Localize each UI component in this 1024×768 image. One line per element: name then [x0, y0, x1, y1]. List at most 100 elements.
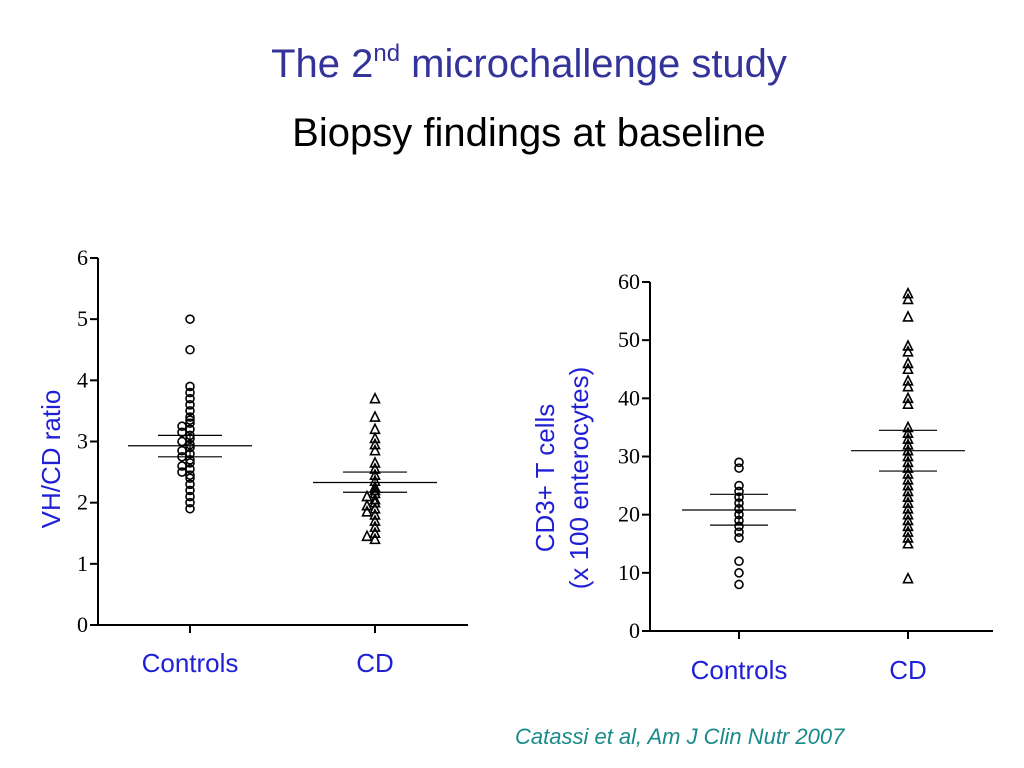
data-point	[902, 467, 914, 479]
data-point	[902, 472, 914, 485]
data-point	[902, 571, 914, 584]
data-point	[185, 418, 195, 428]
data-point	[734, 527, 744, 537]
y-tick-label: 2	[77, 490, 88, 515]
y-tick-label: 0	[77, 612, 88, 637]
slide-subtitle: Biopsy findings at baseline	[292, 111, 766, 155]
data-point	[734, 568, 744, 578]
x-tick-label: Controls	[691, 655, 788, 685]
data-point	[902, 531, 914, 543]
data-point	[185, 470, 195, 480]
data-point	[185, 479, 195, 490]
x-tick-label: CD	[356, 648, 394, 678]
data-point	[177, 427, 187, 438]
data-point	[185, 424, 195, 435]
data-point	[902, 519, 914, 532]
y-axis-label: VH/CD ratio	[36, 390, 66, 529]
data-point	[185, 473, 195, 484]
data-point	[185, 464, 195, 474]
y-tick-label: 30	[618, 444, 640, 469]
title-superscript: nd	[373, 40, 401, 67]
data-point	[902, 478, 914, 491]
data-point	[734, 463, 744, 473]
data-point	[902, 310, 914, 322]
data-point	[185, 458, 195, 468]
data-point	[902, 374, 914, 386]
data-point	[185, 399, 195, 410]
y-tick-label: 60	[618, 269, 640, 294]
data-point	[369, 410, 381, 422]
y-tick-label: 5	[77, 306, 88, 331]
data-point	[369, 514, 381, 526]
data-point	[734, 533, 744, 543]
data-point	[902, 513, 914, 526]
y-tick-label: 40	[618, 385, 640, 410]
data-point	[902, 345, 914, 357]
citation: Catassi et al, Am J Clin Nutr 2007	[515, 724, 845, 749]
y-tick-label: 50	[618, 327, 640, 352]
y-axis-label-line: CD3+ T cells	[530, 404, 560, 553]
y-axis-label: CD3+ T cells (x 100 enterocytes)	[530, 367, 594, 590]
y-axis-label-line: VH/CD ratio	[36, 390, 66, 529]
data-point	[185, 393, 195, 404]
data-point	[902, 496, 914, 508]
data-point	[185, 485, 195, 496]
y-tick-label: 20	[618, 502, 640, 527]
data-point	[185, 412, 195, 422]
y-tick-label: 4	[77, 367, 88, 392]
y-axis-label-line: (x 100 enterocytes)	[564, 367, 594, 590]
data-point	[902, 484, 914, 497]
data-point	[185, 497, 195, 508]
y-tick-label: 1	[77, 551, 88, 576]
data-point	[902, 286, 914, 299]
data-point	[369, 526, 381, 539]
data-point	[902, 397, 914, 409]
data-point	[902, 490, 914, 503]
data-point	[369, 508, 381, 520]
y-tick-label: 10	[618, 560, 640, 585]
data-point	[369, 431, 381, 444]
data-point	[902, 536, 914, 549]
data-point	[369, 391, 381, 404]
data-point	[734, 480, 744, 491]
data-point	[902, 461, 914, 473]
data-point	[902, 356, 914, 369]
title-main: The 2	[271, 42, 374, 86]
title-rest: microchallenge study	[400, 42, 787, 86]
data-point	[369, 443, 381, 456]
data-point	[902, 339, 914, 351]
data-point	[734, 457, 744, 468]
data-point	[369, 456, 381, 468]
data-point	[902, 391, 914, 404]
data-point	[902, 292, 914, 305]
data-point	[734, 556, 744, 567]
y-tick-label: 6	[77, 245, 88, 270]
data-point	[185, 503, 195, 514]
data-point	[902, 502, 914, 514]
data-point	[369, 501, 381, 514]
data-point	[369, 520, 381, 532]
x-tick-label: Controls	[142, 648, 239, 678]
chart-1: 0 1 2 3 4 5 6 Controls CD VH/CD ratio	[36, 245, 468, 678]
data-point	[177, 421, 187, 432]
data-point	[185, 381, 195, 392]
data-point	[369, 437, 381, 450]
x-tick-label: CD	[889, 655, 927, 685]
y-tick-label: 3	[77, 429, 88, 454]
data-point	[369, 532, 381, 545]
data-point	[185, 314, 195, 324]
data-point	[902, 362, 914, 375]
data-point	[185, 406, 195, 416]
data-point	[361, 498, 373, 511]
data-point	[902, 379, 914, 392]
data-point	[177, 436, 187, 447]
data-point	[185, 387, 195, 398]
data-point	[177, 461, 187, 471]
data-point	[902, 525, 914, 537]
y-tick-label: 0	[629, 618, 640, 643]
data-point	[369, 495, 381, 508]
data-point	[902, 507, 914, 520]
data-point	[361, 505, 373, 517]
chart-2: 0 10 20 30 40 50 60 Controls CD CD3+ T cells (x 10…	[530, 269, 993, 685]
